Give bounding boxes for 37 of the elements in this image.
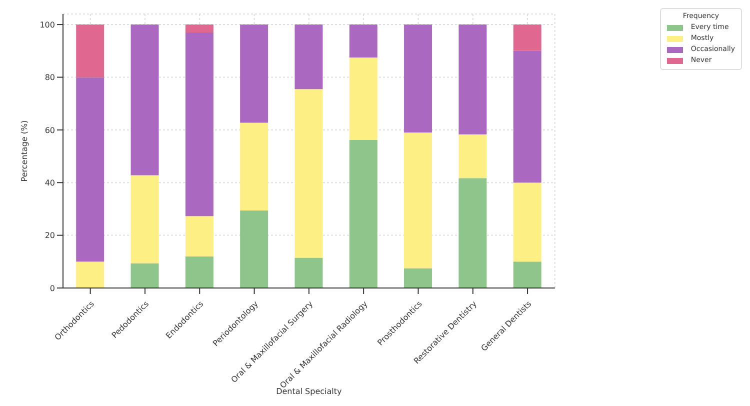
bar: [513, 182, 542, 262]
bar: [294, 258, 323, 288]
x-axis-title: Dental Specialty: [276, 387, 342, 396]
bar: [185, 216, 214, 256]
y-tick-label: 20: [44, 231, 55, 240]
bar: [458, 24, 487, 134]
bar: [76, 77, 104, 262]
bar: [349, 57, 378, 140]
bar: [404, 24, 432, 133]
bar: [130, 263, 159, 288]
bar: [458, 134, 487, 178]
bar: [185, 32, 214, 216]
bar: [404, 132, 432, 268]
y-tick-label: 80: [44, 73, 55, 82]
bar: [404, 268, 432, 288]
bar: [513, 24, 542, 51]
bar: [240, 122, 268, 211]
bar: [185, 256, 214, 288]
y-axis-title: Percentage (%): [20, 120, 29, 182]
bar: [240, 210, 268, 288]
bar: [349, 24, 378, 58]
y-tick-label: 60: [44, 126, 55, 135]
bar: [240, 24, 268, 123]
bar: [513, 50, 542, 183]
bar: [294, 89, 323, 258]
bar: [294, 24, 323, 90]
bar: [185, 24, 214, 32]
bar: [76, 24, 104, 78]
bar: [76, 262, 104, 288]
bar: [130, 175, 159, 264]
bar: [349, 140, 378, 288]
bar: [513, 262, 542, 288]
bar: [130, 24, 159, 176]
y-tick-label: 40: [44, 178, 55, 188]
bar: [458, 178, 487, 288]
y-tick-label: 0: [50, 284, 55, 293]
y-tick-label: 100: [40, 20, 55, 30]
